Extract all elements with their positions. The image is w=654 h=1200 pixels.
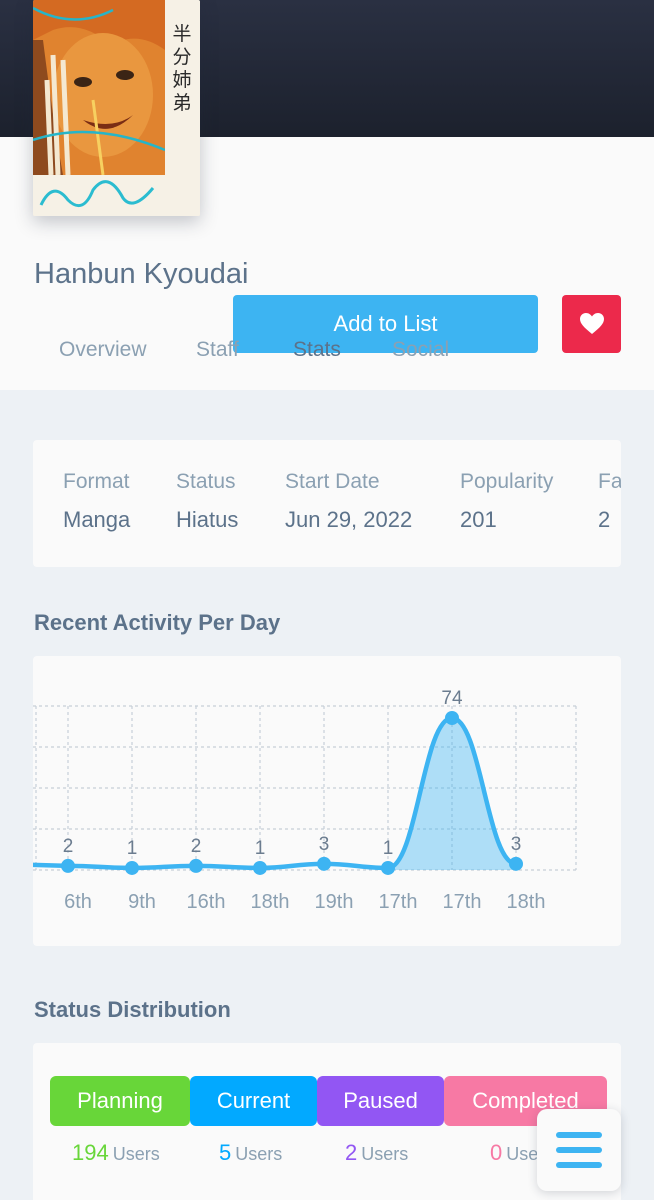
tab-stats[interactable]: Stats xyxy=(293,338,341,361)
info-format: Format Manga xyxy=(63,470,130,533)
data-point xyxy=(509,856,523,871)
stat-count: 5 xyxy=(219,1140,232,1165)
status-stat-paused: 2 Users xyxy=(345,1140,408,1166)
tab-overview[interactable]: Overview xyxy=(59,338,147,361)
x-tick-label: 18th xyxy=(251,891,290,913)
x-tick-label: 18th xyxy=(507,891,546,913)
info-label: Popularity xyxy=(460,470,554,493)
x-tick-label: 9th xyxy=(128,891,156,913)
status-stat-planning: 194 Users xyxy=(72,1140,160,1166)
status-distribution-card: Planning Current Paused Completed 194 Use… xyxy=(33,1043,621,1200)
add-to-list-button[interactable]: Add to List xyxy=(233,295,538,353)
info-value: Manga xyxy=(63,507,131,532)
tab-bar: Overview Staff Stats Social xyxy=(0,332,654,372)
status-stat-current: 5 Users xyxy=(219,1140,282,1166)
data-point xyxy=(445,711,459,725)
data-label: 74 xyxy=(441,688,463,709)
activity-chart-card: 2 6th 1 9th 2 16th 1 18th 3 19th 1 17th 74 17th 3 18th xyxy=(33,656,621,946)
cover-image[interactable]: 半 分 姉 弟 xyxy=(33,0,200,216)
cover-title-char: 姉 xyxy=(172,69,191,91)
info-start-date: Start Date Jun 29, 2022 xyxy=(285,470,412,533)
info-value: Hiatus xyxy=(176,507,239,532)
activity-section-title: Recent Activity Per Day xyxy=(34,610,281,635)
hamburger-menu-icon xyxy=(556,1132,602,1138)
cover-art: 半 分 姉 弟 xyxy=(33,0,200,216)
info-value: 201 xyxy=(460,507,497,532)
data-label: 1 xyxy=(255,838,266,859)
x-tick-label: 16th xyxy=(187,891,226,913)
status-pill-current: Current xyxy=(190,1076,317,1126)
stat-unit: Users xyxy=(361,1144,409,1164)
status-pill-planning: Planning xyxy=(50,1076,190,1126)
add-to-list-label: Add to List xyxy=(333,311,438,336)
stat-count: 0 xyxy=(490,1140,503,1165)
data-label: 3 xyxy=(319,834,330,855)
cover-title-char: 半 xyxy=(172,23,191,45)
stat-count: 194 xyxy=(72,1140,109,1165)
info-label: Status xyxy=(176,470,236,493)
tab-staff[interactable]: Staff xyxy=(196,338,239,361)
info-label: Fa xyxy=(598,470,621,493)
data-label: 3 xyxy=(511,834,522,855)
info-value: 2 xyxy=(598,507,611,532)
info-popularity: Popularity 201 xyxy=(460,470,553,533)
activity-area xyxy=(388,718,516,870)
data-point xyxy=(125,860,139,875)
data-label: 2 xyxy=(191,836,202,857)
hamburger-menu-button[interactable] xyxy=(537,1109,621,1191)
info-favourites: Fa 2 xyxy=(598,470,621,533)
data-point xyxy=(317,856,331,871)
info-value: Jun 29, 2022 xyxy=(285,507,413,532)
info-label: Start Date xyxy=(285,470,380,493)
data-label: 1 xyxy=(383,838,394,859)
data-label: 2 xyxy=(63,836,74,857)
data-point xyxy=(381,860,395,875)
status-pill-paused: Paused xyxy=(317,1076,444,1126)
x-tick-label: 19th xyxy=(315,891,354,913)
cover-title-char: 分 xyxy=(172,46,191,68)
stat-unit: Users xyxy=(235,1144,283,1164)
x-tick-label: 17th xyxy=(379,891,418,913)
media-title: Hanbun Kyoudai xyxy=(34,258,249,290)
x-tick-label: 17th xyxy=(443,891,482,913)
stat-unit: Users xyxy=(112,1144,160,1164)
tab-social[interactable]: Social xyxy=(392,338,450,361)
data-point xyxy=(61,858,75,873)
info-status: Status Hiatus xyxy=(176,470,238,533)
info-label: Format xyxy=(63,470,130,493)
stat-count: 2 xyxy=(345,1140,358,1165)
media-info-card: Format Manga Status Hiatus Start Date Ju… xyxy=(33,440,621,567)
x-tick-label: 6th xyxy=(64,891,92,913)
cover-title-char: 弟 xyxy=(172,92,191,114)
status-section-title: Status Distribution xyxy=(34,997,231,1022)
data-point xyxy=(189,858,203,873)
favourite-button[interactable] xyxy=(562,295,621,353)
heart-icon xyxy=(579,313,604,334)
data-point xyxy=(253,860,267,875)
data-label: 1 xyxy=(127,838,138,859)
